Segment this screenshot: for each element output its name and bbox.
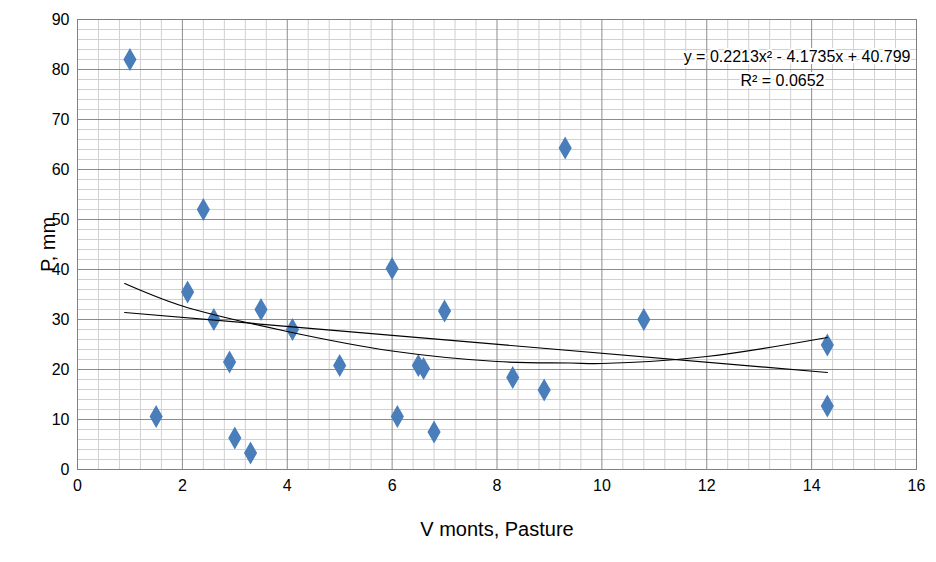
svg-text:0: 0: [73, 477, 82, 494]
svg-text:20: 20: [52, 361, 70, 378]
svg-text:4: 4: [283, 477, 292, 494]
svg-text:50: 50: [51, 210, 70, 228]
svg-text:70: 70: [52, 111, 70, 128]
svg-text:16: 16: [908, 477, 926, 494]
svg-text:y = 0.2213x² - 4.1735x + 40.79: y = 0.2213x² - 4.1735x + 40.799: [684, 48, 911, 65]
svg-text:10: 10: [593, 477, 611, 494]
svg-text:R² = 0.0652: R² = 0.0652: [740, 72, 824, 89]
svg-text:6: 6: [388, 477, 397, 494]
svg-text:60: 60: [52, 161, 70, 178]
svg-text:14: 14: [803, 477, 821, 494]
svg-text:8: 8: [493, 477, 502, 494]
svg-text:90: 90: [52, 11, 70, 28]
svg-text:12: 12: [698, 477, 716, 494]
svg-text:80: 80: [52, 61, 70, 78]
svg-text:0: 0: [61, 461, 70, 478]
svg-text:10: 10: [52, 411, 70, 428]
svg-text:2: 2: [178, 477, 187, 494]
svg-text:P, mm: P, mm: [37, 217, 59, 272]
svg-text:30: 30: [52, 311, 70, 328]
svg-text:40: 40: [51, 260, 70, 278]
svg-text:V monts, Pasture: V monts, Pasture: [420, 518, 573, 540]
